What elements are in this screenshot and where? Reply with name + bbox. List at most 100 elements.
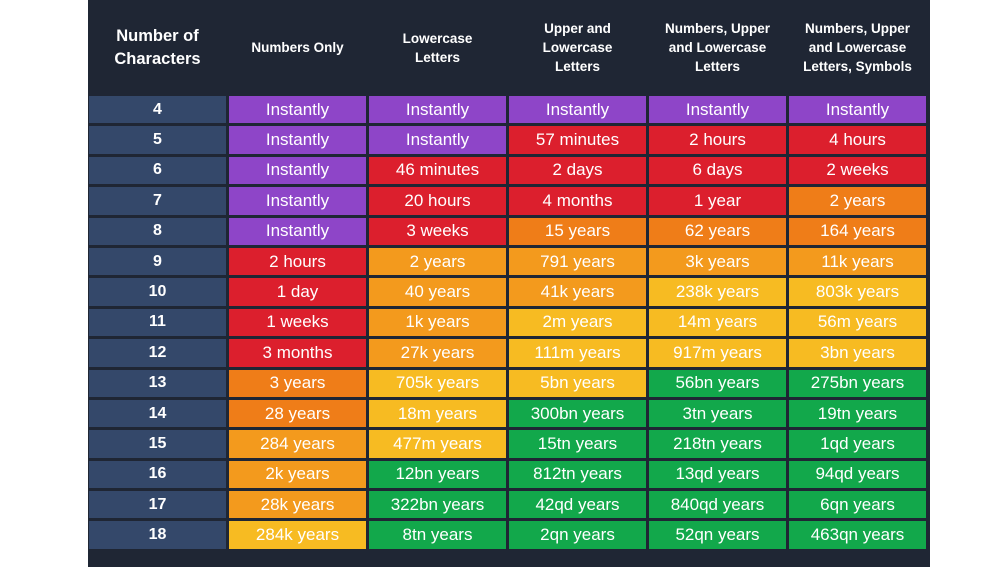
row-label-characters: 12 — [89, 339, 226, 367]
table-cell-crack-time: 300bn years — [509, 399, 646, 428]
header-numbers-only: Numbers Only — [251, 40, 344, 55]
row-label-characters: 9 — [89, 247, 226, 276]
table-cell-crack-time: 1k years — [369, 308, 506, 337]
header-numbers-upper-lowercase-symbols: Numbers, Upper and Lowercase Letters, Symb… — [803, 21, 912, 74]
table-cell-crack-time: 41k years — [509, 278, 646, 306]
table-row: 8 Instantly 3 weeks 15 years 62 years 164 yea… — [89, 217, 926, 245]
table-row: 5 Instantly Instantly 57 minutes 2 hours 4 ho… — [89, 126, 926, 154]
table-cell-crack-time: 40 years — [369, 278, 506, 306]
table-body: 4 Instantly Instantly Instantly Instantly Ins… — [89, 96, 926, 552]
table-cell-crack-time: 15 years — [509, 217, 646, 245]
table-cell-crack-time: 812tn years — [509, 460, 646, 489]
table-cell-crack-time: 8tn years — [369, 521, 506, 549]
row-label-characters: 5 — [89, 126, 226, 154]
table-cell-crack-time: 62 years — [649, 217, 786, 245]
table-row: 7 Instantly 20 hours 4 months 1 year 2 years — [89, 187, 926, 215]
table-cell-crack-time: 2 years — [789, 187, 926, 215]
row-label-characters: 7 — [89, 187, 226, 215]
row-label-characters: 15 — [89, 430, 226, 458]
table-cell-crack-time: Instantly — [789, 96, 926, 124]
table-cell-crack-time: 238k years — [649, 278, 786, 306]
table-cell-crack-time: 57 minutes — [509, 126, 646, 154]
table-row: 15 284 years 477m years 15tn years 218tn yea… — [89, 430, 926, 458]
table-cell-crack-time: Instantly — [649, 96, 786, 124]
table-cell-crack-time: 18m years — [369, 399, 506, 428]
table-cell-crack-time: 28k years — [229, 491, 366, 519]
table-row: 11 1 weeks 1k years 2m years 14m years 56m ye… — [89, 308, 926, 337]
table-row: 14 28 years 18m years 300bn years 3tn years 1… — [89, 399, 926, 428]
table-cell-crack-time: 917m years — [649, 339, 786, 367]
table-header: Number of Characters Numbers Only Lowerca… — [89, 0, 926, 95]
table-row: 18 284k years 8tn years 2qn years 52qn years… — [89, 521, 926, 549]
table-cell-crack-time: 2 hours — [229, 247, 366, 276]
table-cell-crack-time: 3 years — [229, 369, 366, 397]
table-cell-crack-time: 11k years — [789, 247, 926, 276]
header-lowercase-letters: Lowercase Letters — [402, 30, 473, 65]
table-cell-crack-time: 2k years — [229, 460, 366, 489]
table-cell-crack-time: 1 weeks — [229, 308, 366, 337]
table-cell-crack-time: 2qn years — [509, 521, 646, 549]
table-cell-crack-time: 94qd years — [789, 460, 926, 489]
table-cell-crack-time: 111m years — [509, 339, 646, 367]
table-row: 4 Instantly Instantly Instantly Instantly Ins… — [89, 96, 926, 124]
row-label-characters: 14 — [89, 399, 226, 428]
table-cell-crack-time: 284k years — [229, 521, 366, 549]
row-label-characters: 16 — [89, 460, 226, 489]
table-cell-crack-time: 4 hours — [789, 126, 926, 154]
table-cell-crack-time: 4 months — [509, 187, 646, 215]
header-number-of-characters: Number of Characters — [114, 26, 201, 68]
table-cell-crack-time: 12bn years — [369, 460, 506, 489]
table-cell-crack-time: Instantly — [229, 217, 366, 245]
table-cell-crack-time: 3 months — [229, 339, 366, 367]
table-cell-crack-time: 218tn years — [649, 430, 786, 458]
table-row: 16 2k years 12bn years 812tn years 13qd year… — [89, 460, 926, 489]
table-cell-crack-time: 3k years — [649, 247, 786, 276]
table-cell-crack-time: 275bn years — [789, 369, 926, 397]
table-cell-crack-time: 705k years — [369, 369, 506, 397]
table-cell-crack-time: 803k years — [789, 278, 926, 306]
table-row: 6 Instantly 46 minutes 2 days 6 days 2 weeks — [89, 156, 926, 185]
table-cell-crack-time: Instantly — [509, 96, 646, 124]
table-cell-crack-time: 42qd years — [509, 491, 646, 519]
table-cell-crack-time: Instantly — [229, 126, 366, 154]
row-label-characters: 11 — [89, 308, 226, 337]
row-label-characters: 8 — [89, 217, 226, 245]
table-cell-crack-time: 15tn years — [509, 430, 646, 458]
table-cell-crack-time: 3 weeks — [369, 217, 506, 245]
table-cell-crack-time: 791 years — [509, 247, 646, 276]
table-cell-crack-time: 463qn years — [789, 521, 926, 549]
row-label-characters: 18 — [89, 521, 226, 549]
table-row: 17 28k years 322bn years 42qd years 840qd ye… — [89, 491, 926, 519]
row-label-characters: 13 — [89, 369, 226, 397]
table-cell-crack-time: 56bn years — [649, 369, 786, 397]
table-cell-crack-time: 14m years — [649, 308, 786, 337]
table-cell-crack-time: 2 days — [509, 156, 646, 185]
table-cell-crack-time: 1qd years — [789, 430, 926, 458]
table-cell-crack-time: 5bn years — [509, 369, 646, 397]
table-cell-crack-time: 3bn years — [789, 339, 926, 367]
table-cell-crack-time: Instantly — [369, 96, 506, 124]
table-cell-crack-time: 52qn years — [649, 521, 786, 549]
table-cell-crack-time: 46 minutes — [369, 156, 506, 185]
table-cell-crack-time: 19tn years — [789, 399, 926, 428]
table-cell-crack-time: 164 years — [789, 217, 926, 245]
table-cell-crack-time: 2 hours — [649, 126, 786, 154]
table-cell-crack-time: 3tn years — [649, 399, 786, 428]
row-label-characters: 6 — [89, 156, 226, 185]
table-cell-crack-time: 840qd years — [649, 491, 786, 519]
table-cell-crack-time: 20 hours — [369, 187, 506, 215]
table-row: 10 1 day 40 years 41k years 238k years 803k y… — [89, 278, 926, 306]
row-label-characters: 10 — [89, 278, 226, 306]
row-label-characters: 4 — [89, 96, 226, 124]
table-cell-crack-time: 477m years — [369, 430, 506, 458]
table-cell-crack-time: 28 years — [229, 399, 366, 428]
table-cell-crack-time: Instantly — [369, 126, 506, 154]
table-cell-crack-time: 2 weeks — [789, 156, 926, 185]
table-cell-crack-time: 284 years — [229, 430, 366, 458]
table-cell-crack-time: 322bn years — [369, 491, 506, 519]
table-row: 13 3 years 705k years 5bn years 56bn years 27… — [89, 369, 926, 397]
header-numbers-upper-lowercase: Numbers, Upper and Lowercase Letters — [664, 21, 771, 74]
table-cell-crack-time: Instantly — [229, 96, 366, 124]
table-cell-crack-time: 1 year — [649, 187, 786, 215]
